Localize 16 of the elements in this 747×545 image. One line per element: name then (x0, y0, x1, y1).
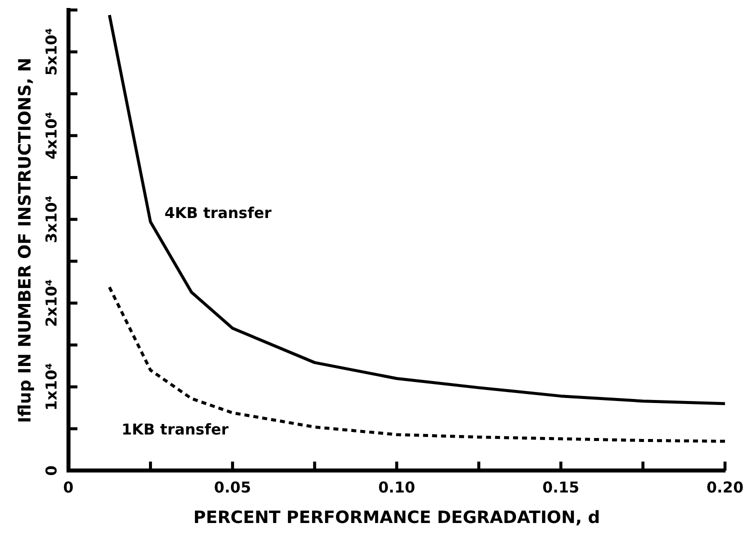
y-tick-label: 2x10⁴ (42, 279, 60, 327)
x-tick-label: 0.20 (706, 478, 744, 496)
series-label: 4KB transfer (164, 204, 272, 222)
x-tick-label: 0.10 (378, 478, 416, 496)
y-tick-label: 0 (42, 465, 60, 476)
x-tick-label: 0.05 (214, 478, 252, 496)
y-tick-label: 3x10⁴ (42, 196, 60, 244)
x-tick-label: 0 (63, 478, 74, 496)
series-label: 1KB transfer (121, 420, 230, 439)
line-series (108, 286, 725, 443)
y-tick-label: 1x10⁴ (42, 363, 60, 411)
y-tick-label: 4x10⁴ (42, 112, 60, 160)
y-tick-label: 5x10⁴ (42, 28, 60, 76)
x-tick-label: 0.15 (542, 478, 580, 496)
x-axis-title: PERCENT PERFORMANCE DEGRADATION, d (193, 508, 600, 528)
y-axis-title: Iflup IN NUMBER OF INSTRUCTIONS, N (16, 58, 36, 423)
